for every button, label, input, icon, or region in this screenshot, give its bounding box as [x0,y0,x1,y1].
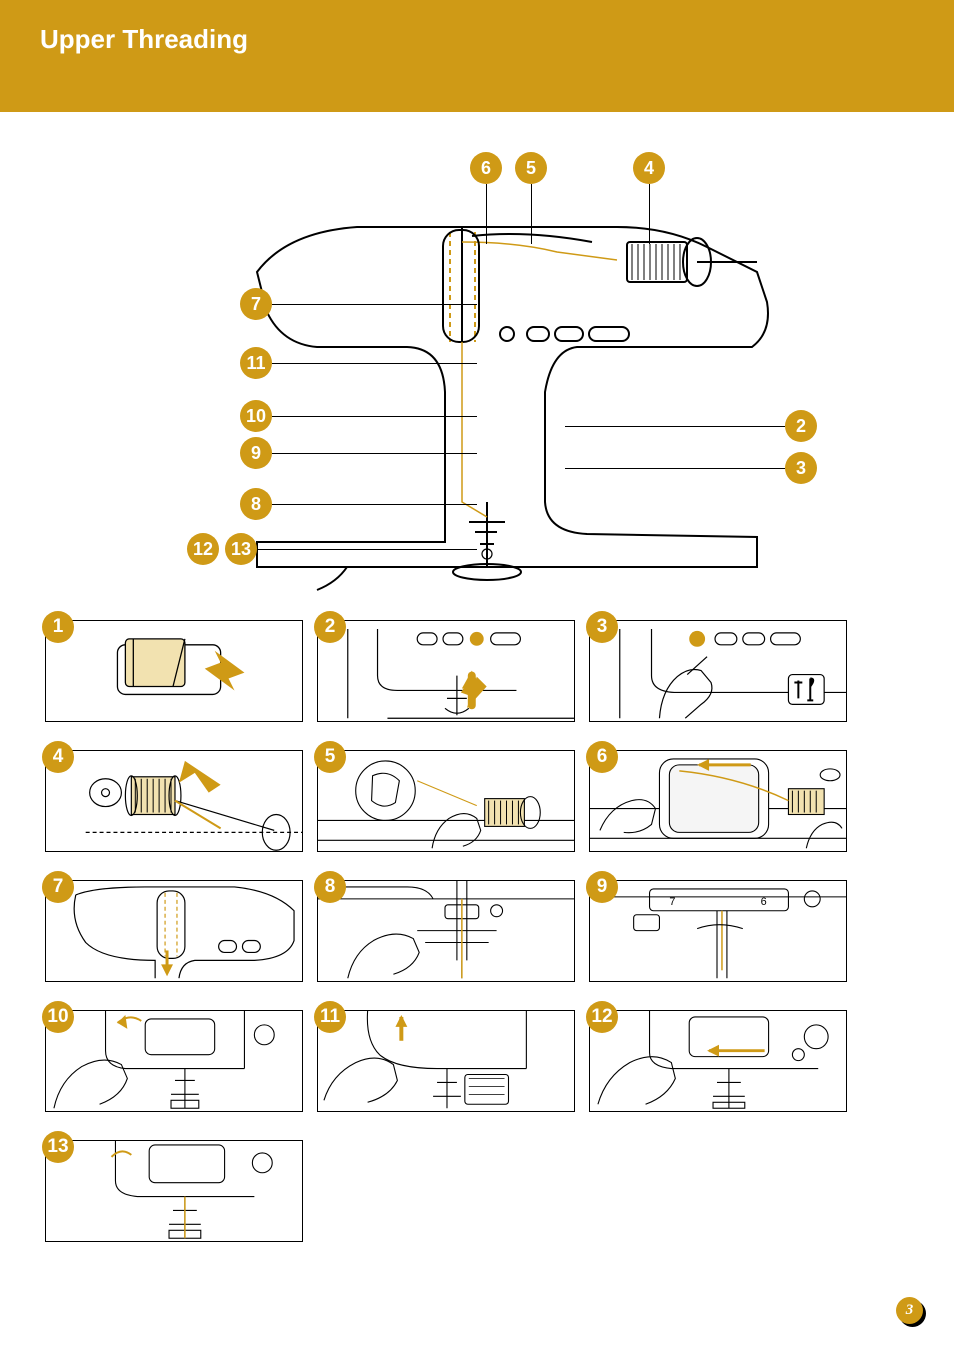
callout-line [649,184,650,244]
step-2-art [318,621,574,722]
step-6: 6 [589,750,847,852]
callout-line [257,549,477,550]
step-13: 13 [45,1140,303,1242]
svg-text:7: 7 [669,896,675,908]
step-badge: 8 [314,871,346,903]
step-5: 5 [317,750,575,852]
step-badge: 10 [42,1001,74,1033]
step-3-art [590,621,846,722]
step-3: 3 [589,620,847,722]
steps-grid: 1 2 3 [0,620,954,1242]
step-12: 12 [589,1010,847,1112]
callout-line [565,468,785,469]
step-badge: 6 [586,741,618,773]
callout-badge-11: 11 [240,347,272,379]
callout-badge-5: 5 [515,152,547,184]
callout-badge-7: 7 [240,288,272,320]
callout-badge-9: 9 [240,437,272,469]
callout-badge-6: 6 [470,152,502,184]
callout-badge-12: 12 [187,533,219,565]
step-1-art [46,621,302,722]
step-4-art [46,751,302,852]
callout-line [272,504,477,505]
step-badge: 5 [314,741,346,773]
step-badge: 7 [42,871,74,903]
step-badge: 4 [42,741,74,773]
callout-badge-4: 4 [633,152,665,184]
step-badge: 3 [586,611,618,643]
step-10-art [46,1011,302,1112]
callout-line [272,304,477,305]
callout-badge-3: 3 [785,452,817,484]
step-badge: 1 [42,611,74,643]
step-12-art [590,1011,846,1112]
callout-badge-10: 10 [240,400,272,432]
callout-line [531,184,532,244]
step-8-art [318,881,574,982]
callout-line [565,426,785,427]
callout-line [272,453,477,454]
step-4: 4 [45,750,303,852]
callout-line [272,363,477,364]
step-5-art [318,751,574,852]
step-badge: 12 [586,1001,618,1033]
step-11-art [318,1011,574,1112]
step-10: 10 [45,1010,303,1112]
page-number: 3 [896,1297,923,1324]
callout-badge-2: 2 [785,410,817,442]
step-badge: 11 [314,1001,346,1033]
step-7: 7 [45,880,303,982]
sewing-machine-illustration [197,172,777,592]
step-badge: 13 [42,1131,74,1163]
step-9: 9 7 6 [589,880,847,982]
svg-text:6: 6 [761,896,767,908]
step-2: 2 [317,620,575,722]
callout-badge-13: 13 [225,533,257,565]
step-9-art: 7 6 [590,881,846,982]
step-badge: 2 [314,611,346,643]
step-badge: 9 [586,871,618,903]
callout-line [272,416,477,417]
step-8: 8 [317,880,575,982]
callout-badge-8: 8 [240,488,272,520]
step-1: 1 [45,620,303,722]
callout-line [486,184,487,244]
step-6-art [590,751,846,852]
main-diagram: 65 4 7 11 10 9 8 1213 2 3 [97,142,857,602]
step-7-art [46,881,302,982]
step-11: 11 [317,1010,575,1112]
step-13-art [46,1141,302,1242]
page-number-badge: 3 [896,1297,926,1327]
header-band: Upper Threading [0,0,954,112]
page-title: Upper Threading [40,24,954,55]
